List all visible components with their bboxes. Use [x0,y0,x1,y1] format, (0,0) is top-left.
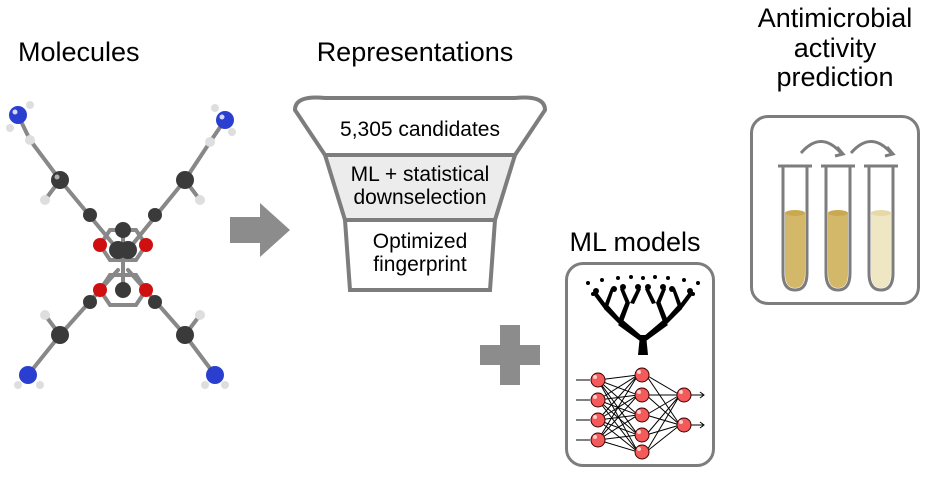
pipeline-arrow [225,195,295,270]
molecule-illustration [0,80,240,400]
funnel-mid-text: ML + statistical downselection [290,163,550,209]
representations-heading: Representations [300,38,530,68]
molecules-heading: Molecules [18,38,188,68]
funnel: 5,305 candidates ML + statistical downse… [290,90,550,320]
plus-icon [475,320,545,395]
prediction-heading: Antimicrobial activity prediction [730,4,940,93]
neural-net-icon [568,360,718,465]
decision-tree-icon [568,265,718,360]
funnel-bottom-text: Optimized fingerprint [290,230,550,276]
ml-models-heading: ML models [555,228,715,258]
ml-models-box [565,262,715,467]
funnel-top-text: 5,305 candidates [290,118,550,141]
prediction-box [750,115,920,305]
